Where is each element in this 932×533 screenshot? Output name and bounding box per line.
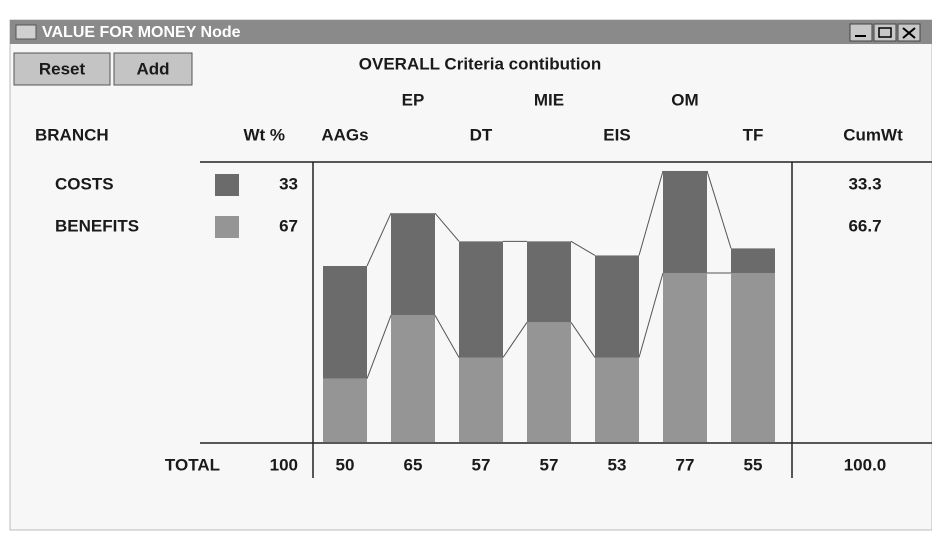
connector-line bbox=[570, 322, 596, 358]
bar-segment bbox=[323, 378, 367, 442]
category-total: 55 bbox=[744, 455, 763, 474]
bar-segment bbox=[459, 241, 503, 358]
connector-line bbox=[706, 170, 732, 249]
connector-line bbox=[638, 272, 664, 358]
total-cum-weight: 100.0 bbox=[844, 455, 887, 474]
branch-cum-weight: 66.7 bbox=[848, 216, 881, 235]
connector-line bbox=[434, 212, 460, 242]
category-label: EP bbox=[402, 90, 425, 109]
bar-segment bbox=[595, 357, 639, 442]
bar-segment bbox=[595, 255, 639, 358]
window-icon bbox=[15, 24, 37, 40]
category-total: 57 bbox=[472, 455, 491, 474]
connector-line bbox=[502, 322, 528, 358]
window-title: VALUE FOR MONEY Node bbox=[42, 24, 241, 41]
category-total: 77 bbox=[676, 455, 695, 474]
category-total: 57 bbox=[540, 455, 559, 474]
chart-title: OVERALL Criteria contibution bbox=[359, 54, 601, 73]
bar-segment bbox=[391, 213, 435, 316]
connector-line bbox=[366, 315, 392, 379]
category-label: OM bbox=[671, 90, 698, 109]
connector-line bbox=[366, 212, 392, 267]
cum-weight-header: CumWt bbox=[843, 125, 903, 144]
bar-segment bbox=[663, 170, 707, 274]
legend-swatch bbox=[215, 174, 239, 196]
total-weight: 100 bbox=[270, 455, 298, 474]
bar-segment bbox=[323, 266, 367, 379]
category-total: 50 bbox=[336, 455, 355, 474]
branch-cum-weight: 33.3 bbox=[848, 174, 881, 193]
connector-line bbox=[434, 315, 460, 358]
reset-button-label[interactable]: Reset bbox=[39, 59, 86, 78]
total-label: TOTAL bbox=[165, 455, 220, 474]
category-label: MIE bbox=[534, 90, 564, 109]
reset-button[interactable] bbox=[13, 52, 111, 86]
category-label: DT bbox=[470, 125, 493, 144]
weight-header: Wt % bbox=[243, 125, 285, 144]
category-label: AAGs bbox=[321, 125, 368, 144]
bar-segment bbox=[663, 273, 707, 442]
bar-segment bbox=[527, 241, 571, 323]
category-total: 65 bbox=[404, 455, 423, 474]
branch-name: COSTS bbox=[55, 174, 114, 193]
bar-segment bbox=[731, 248, 775, 274]
branch-weight: 67 bbox=[279, 216, 298, 235]
legend-swatch bbox=[215, 216, 239, 238]
add-button-label[interactable]: Add bbox=[136, 59, 169, 78]
category-label: EIS bbox=[603, 125, 630, 144]
maximize-button[interactable] bbox=[873, 23, 897, 42]
category-label: TF bbox=[743, 125, 764, 144]
category-total: 53 bbox=[608, 455, 627, 474]
bar-segment bbox=[731, 273, 775, 442]
bar-segment bbox=[527, 322, 571, 442]
title-bar bbox=[10, 20, 932, 44]
add-button[interactable] bbox=[113, 52, 193, 86]
minimize-button[interactable] bbox=[849, 23, 873, 42]
branch-header: BRANCH bbox=[35, 125, 109, 144]
bar-segment bbox=[391, 315, 435, 442]
branch-weight: 33 bbox=[279, 174, 298, 193]
connector-line bbox=[638, 170, 664, 256]
branch-name: BENEFITS bbox=[55, 216, 139, 235]
connector-line bbox=[570, 240, 596, 256]
window-controls bbox=[849, 23, 921, 42]
bar-segment bbox=[459, 357, 503, 442]
